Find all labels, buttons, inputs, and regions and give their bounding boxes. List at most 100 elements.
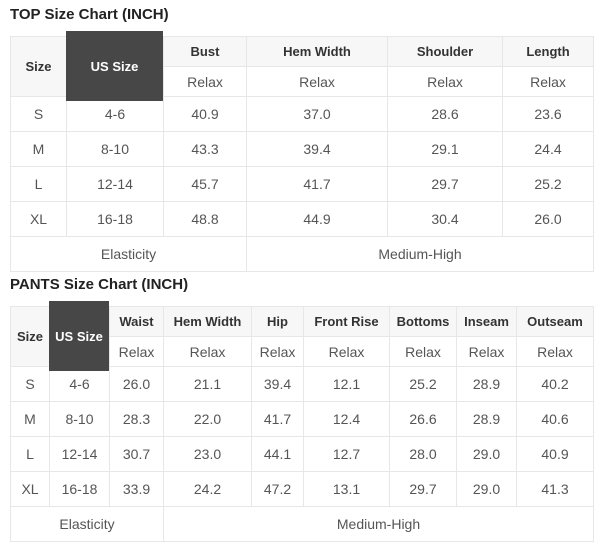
top-chart-title: TOP Size Chart (INCH) xyxy=(10,6,169,23)
value-cell: 29.0 xyxy=(456,436,517,472)
elasticity-label: Elasticity xyxy=(10,236,247,272)
value-cell: 48.8 xyxy=(163,201,247,237)
size-cell: S xyxy=(10,96,67,132)
us-size-cell: 16-18 xyxy=(66,201,164,237)
size-cell: M xyxy=(10,131,67,167)
us-size-selected-column-header: US Size xyxy=(49,301,109,371)
fit-type-cell: Relax xyxy=(251,336,304,367)
us-size-cell: 8-10 xyxy=(49,401,110,437)
value-cell: 12.7 xyxy=(303,436,390,472)
value-cell: 40.6 xyxy=(516,401,594,437)
fit-type-cell: Relax xyxy=(163,336,252,367)
column-header-hip: Hip xyxy=(251,306,304,337)
value-cell: 22.0 xyxy=(163,401,252,437)
value-cell: 41.3 xyxy=(516,471,594,507)
fit-type-cell: Relax xyxy=(516,336,594,367)
us-size-cell: 4-6 xyxy=(66,96,164,132)
value-cell: 25.2 xyxy=(389,366,457,402)
elasticity-value: Medium-High xyxy=(246,236,594,272)
elasticity-row: Elasticity Medium-High xyxy=(10,236,594,272)
value-cell: 40.9 xyxy=(516,436,594,472)
table-row: L 12-14 30.7 23.0 44.1 12.7 28.0 29.0 40… xyxy=(10,436,594,472)
value-cell: 12.1 xyxy=(303,366,390,402)
value-cell: 23.0 xyxy=(163,436,252,472)
value-cell: 13.1 xyxy=(303,471,390,507)
value-cell: 26.0 xyxy=(502,201,594,237)
value-cell: 30.4 xyxy=(387,201,503,237)
us-size-cell: 8-10 xyxy=(66,131,164,167)
value-cell: 28.0 xyxy=(389,436,457,472)
column-header-inseam: Inseam xyxy=(456,306,517,337)
value-cell: 41.7 xyxy=(251,401,304,437)
value-cell: 29.7 xyxy=(389,471,457,507)
column-header-shoulder: Shoulder xyxy=(387,36,503,67)
value-cell: 28.9 xyxy=(456,366,517,402)
size-cell: XL xyxy=(10,471,50,507)
value-cell: 39.4 xyxy=(246,131,388,167)
value-cell: 37.0 xyxy=(246,96,388,132)
value-cell: 12.4 xyxy=(303,401,390,437)
fit-type-cell: Relax xyxy=(303,336,390,367)
value-cell: 28.9 xyxy=(456,401,517,437)
us-size-selected-column-header: US Size xyxy=(66,31,163,101)
value-cell: 41.7 xyxy=(246,166,388,202)
us-size-cell: 12-14 xyxy=(66,166,164,202)
value-cell: 44.9 xyxy=(246,201,388,237)
pants-size-table: Size Waist Hem Width Hip Front Rise Bott… xyxy=(10,306,594,542)
size-column-header: Size xyxy=(10,36,67,97)
value-cell: 21.1 xyxy=(163,366,252,402)
size-cell: S xyxy=(10,366,50,402)
value-cell: 47.2 xyxy=(251,471,304,507)
fit-type-cell: Relax xyxy=(109,336,164,367)
value-cell: 33.9 xyxy=(109,471,164,507)
value-cell: 39.4 xyxy=(251,366,304,402)
column-header-hem-width: Hem Width xyxy=(163,306,252,337)
pants-chart-title: PANTS Size Chart (INCH) xyxy=(10,276,189,293)
elasticity-label: Elasticity xyxy=(10,506,164,542)
fit-type-cell: Relax xyxy=(389,336,457,367)
value-cell: 29.1 xyxy=(387,131,503,167)
value-cell: 43.3 xyxy=(163,131,247,167)
column-header-outseam: Outseam xyxy=(516,306,594,337)
table-row: XL 16-18 48.8 44.9 30.4 26.0 xyxy=(10,201,594,237)
top-size-table-wrap: Size Bust Hem Width Shoulder Length Rela… xyxy=(10,31,594,272)
fit-type-cell: Relax xyxy=(246,66,388,97)
value-cell: 44.1 xyxy=(251,436,304,472)
column-header-length: Length xyxy=(502,36,594,67)
value-cell: 26.0 xyxy=(109,366,164,402)
table-row: M 8-10 43.3 39.4 29.1 24.4 xyxy=(10,131,594,167)
elasticity-value: Medium-High xyxy=(163,506,594,542)
value-cell: 26.6 xyxy=(389,401,457,437)
value-cell: 23.6 xyxy=(502,96,594,132)
fit-type-cell: Relax xyxy=(163,66,247,97)
pants-size-table-wrap: Size Waist Hem Width Hip Front Rise Bott… xyxy=(10,301,594,542)
column-header-hem-width: Hem Width xyxy=(246,36,388,67)
size-cell: XL xyxy=(10,201,67,237)
column-header-front-rise: Front Rise xyxy=(303,306,390,337)
column-header-bust: Bust xyxy=(163,36,247,67)
table-row: S 4-6 40.9 37.0 28.6 23.6 xyxy=(10,96,594,132)
value-cell: 24.4 xyxy=(502,131,594,167)
pants-size-chart-section: PANTS Size Chart (INCH) Size Waist Hem W… xyxy=(10,276,594,542)
elasticity-row: Elasticity Medium-High xyxy=(10,506,594,542)
value-cell: 28.3 xyxy=(109,401,164,437)
table-row: L 12-14 45.7 41.7 29.7 25.2 xyxy=(10,166,594,202)
size-column-header: Size xyxy=(10,306,50,367)
value-cell: 40.9 xyxy=(163,96,247,132)
fit-type-cell: Relax xyxy=(502,66,594,97)
us-size-cell: 12-14 xyxy=(49,436,110,472)
column-header-bottoms: Bottoms xyxy=(389,306,457,337)
size-cell: L xyxy=(10,436,50,472)
value-cell: 29.0 xyxy=(456,471,517,507)
value-cell: 25.2 xyxy=(502,166,594,202)
value-cell: 29.7 xyxy=(387,166,503,202)
size-cell: M xyxy=(10,401,50,437)
table-row: S 4-6 26.0 21.1 39.4 12.1 25.2 28.9 40.2 xyxy=(10,366,594,402)
value-cell: 40.2 xyxy=(516,366,594,402)
size-cell: L xyxy=(10,166,67,202)
us-size-cell: 16-18 xyxy=(49,471,110,507)
value-cell: 30.7 xyxy=(109,436,164,472)
top-size-chart-section: TOP Size Chart (INCH) Size Bust Hem Widt… xyxy=(10,6,594,272)
value-cell: 24.2 xyxy=(163,471,252,507)
